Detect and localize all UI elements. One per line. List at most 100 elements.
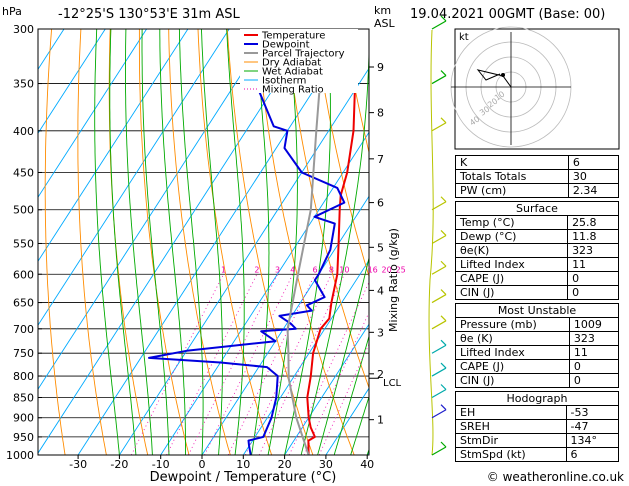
pressure-tick-label: 650 <box>13 297 34 310</box>
index-label: Temp (°C) <box>454 215 569 230</box>
dry-adiabat-line <box>138 29 190 455</box>
legend-item-label: Temperature <box>261 31 325 42</box>
index-label: CAPE (J) <box>455 359 570 374</box>
index-value: 0 <box>568 359 620 374</box>
wind-barb <box>431 388 447 399</box>
index-value: 6 <box>565 447 619 462</box>
index-label: K <box>455 155 569 170</box>
isotherm-line <box>38 29 313 454</box>
pressure-tick-label: 350 <box>13 78 34 91</box>
x-axis-title: Dewpoint / Temperature (°C) <box>150 470 337 485</box>
pressure-tick-label: 400 <box>13 125 34 138</box>
index-label: CIN (J) <box>454 285 569 300</box>
legend-item-label: Dry Adiabat <box>262 58 321 69</box>
mixing-ratio-axis-title: Mixing Ratio (g/kg) <box>387 228 400 332</box>
table-row: EH -53 <box>455 405 619 420</box>
wind-barb <box>431 265 447 275</box>
table-row: CIN (J) 0 <box>455 373 620 388</box>
wind-barb <box>431 234 447 244</box>
wind-barb <box>431 320 447 330</box>
mixing-ratio-line <box>130 274 224 455</box>
wind-barb <box>431 75 447 85</box>
temperature-tick-label: -20 <box>110 458 128 471</box>
pressure-tick-label: 800 <box>13 370 34 383</box>
mixing-ratio-value-label: 10 <box>339 265 349 274</box>
km-tick-label: 7 <box>377 153 384 166</box>
wet-adiabat-line <box>267 29 298 455</box>
pressure-tick-label: 500 <box>13 204 34 217</box>
most-unstable-table: Most Unstable Pressure (mb) 1009 θe (K) 32… <box>455 303 620 388</box>
km-tick-label: 8 <box>377 107 384 120</box>
dry-adiabat-line <box>77 29 107 455</box>
temperature-tick-label: 10 <box>236 458 250 471</box>
wet-adiabat-line <box>300 29 369 455</box>
index-value: 0 <box>568 373 620 388</box>
table-row: SREH -47 <box>455 419 619 434</box>
dry-adiabat-line <box>256 29 355 455</box>
hodograph-frame <box>454 28 620 150</box>
legend-item-label: Mixing Ratio <box>262 85 324 96</box>
index-value: 323 <box>568 331 620 346</box>
datetime-title: 19.04.2021 00GMT (Base: 00) <box>410 7 606 22</box>
wind-barb-flag <box>440 441 447 448</box>
wind-barb-flag <box>440 362 447 369</box>
index-value: 11 <box>567 257 619 272</box>
temperature-tick-label: 0 <box>199 458 206 471</box>
wind-barb-flag <box>440 70 447 76</box>
temperature-tick-label: 40 <box>360 458 374 471</box>
wet-adiabat-line <box>317 256 369 455</box>
temperature-line <box>306 29 357 455</box>
index-value: 11.8 <box>567 229 619 244</box>
table-header-row: Most Unstable <box>455 303 619 318</box>
index-value: 134° <box>565 433 619 448</box>
index-label: Totals Totals <box>455 169 569 184</box>
wind-barb <box>431 294 447 304</box>
wind-barb-flag <box>440 196 447 203</box>
km-tick-label: 9 <box>377 61 384 74</box>
wet-adiabat-line <box>251 29 270 455</box>
storm-motion-marker <box>501 73 505 77</box>
wet-adiabat-line <box>94 29 120 455</box>
table-row: StmSpd (kt) 6 <box>455 447 619 462</box>
wind-barb <box>431 20 447 30</box>
index-label: PW (cm) <box>455 183 569 198</box>
table-row: θe (K) 323 <box>455 331 620 346</box>
pressure-tick-label: 600 <box>13 268 34 281</box>
isotherm-line <box>38 29 106 135</box>
wet-adiabat-line <box>159 29 186 455</box>
index-label: CAPE (J) <box>454 271 569 286</box>
hodograph-kt-label: kt <box>459 32 469 43</box>
isotherm-line <box>284 323 369 455</box>
pressure-tick-label: 900 <box>13 412 34 425</box>
index-value: 11 <box>568 345 620 360</box>
section-title: Hodograph <box>455 391 619 406</box>
section-title: Most Unstable <box>455 303 619 318</box>
index-value: 0 <box>567 285 619 300</box>
wind-barb <box>431 344 447 354</box>
temperature-tick-label: -10 <box>152 458 170 471</box>
index-label: Lifted Index <box>455 345 570 360</box>
pressure-tick-label: 850 <box>13 391 34 404</box>
mixing-ratio-value-label: 8 <box>329 265 334 274</box>
table-row: CAPE (J) 0 <box>455 359 620 374</box>
mixing-ratio-line <box>166 274 258 455</box>
table-row: StmDir 134° <box>455 433 619 448</box>
index-value: 30 <box>567 169 620 184</box>
section-title: Surface <box>455 201 619 216</box>
isotherm-line <box>160 131 369 455</box>
pressure-tick-label: 550 <box>13 237 34 250</box>
table-row: Dewp (°C) 11.8 <box>454 229 619 244</box>
isotherm-line <box>38 29 147 199</box>
mixing-ratio-value-label: 2 <box>254 265 259 274</box>
dry-adiabat-line <box>285 29 369 390</box>
dry-adiabat-line <box>168 29 231 455</box>
dewpoint-line <box>148 29 346 455</box>
index-label: StmDir <box>455 433 567 448</box>
pressure-unit-label: hPa <box>2 5 22 18</box>
index-value: 25.8 <box>567 215 619 230</box>
parcel-trajectory-line <box>286 29 326 455</box>
index-value: 323 <box>567 243 619 258</box>
pressure-tick-label: 450 <box>13 166 34 179</box>
index-label: EH <box>455 405 567 420</box>
